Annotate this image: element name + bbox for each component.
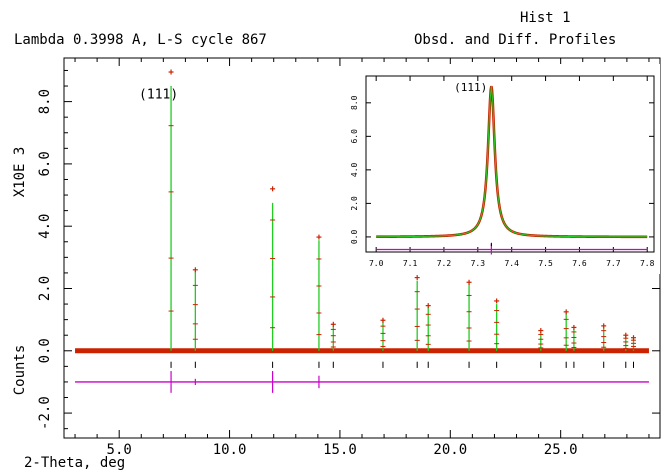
y-tick-label: -2.0 (37, 396, 53, 430)
chart-title-right: Obsd. and Diff. Profiles (414, 32, 616, 48)
inset-x-tick-label: 7.3 (471, 259, 486, 268)
y-counts-label: Counts (12, 345, 28, 396)
inset-x-tick-label: 7.2 (437, 259, 452, 268)
inset-x-tick-label: 7.6 (572, 259, 587, 268)
inset-plot-series: (111) (376, 81, 648, 255)
inset-x-tick-label: 7.1 (403, 259, 418, 268)
inset-calculated-profile (376, 86, 648, 238)
y-tick-label: 8.0 (37, 89, 53, 114)
inset-y-tick-label: 2.0 (350, 196, 359, 211)
y-tick-label: 4.0 (37, 214, 53, 239)
y-tick-label: 6.0 (37, 151, 53, 176)
inset-y-tick-label: 4.0 (350, 162, 359, 177)
peak-annotation: (111) (139, 87, 178, 102)
inset-y-tick-label: 0.0 (350, 230, 359, 245)
inset-x-tick-label: 7.4 (504, 259, 519, 268)
x-tick-label: 10.0 (213, 442, 247, 458)
inset-x-tick-label: 7.0 (369, 259, 384, 268)
y-scale-label: X10E 3 (12, 147, 28, 198)
inset-x-tick-label: 7.5 (538, 259, 553, 268)
hist-label: Hist 1 (520, 10, 571, 26)
y-tick-label: 0.0 (37, 338, 53, 363)
x-tick-label: 5.0 (107, 442, 132, 458)
main-y-axis: -2.0 0.0 2.0 4.0 6.0 8.0 (37, 69, 660, 430)
inset-peak-annotation: (111) (454, 81, 487, 94)
x-tick-label: 15.0 (323, 442, 357, 458)
chart-title-left: Lambda 0.3998 A, L-S cycle 867 (14, 32, 267, 48)
x-axis-label: 2-Theta, deg (24, 455, 125, 471)
inset-plot-frame (365, 75, 655, 253)
y-tick-label: 2.0 (37, 276, 53, 301)
inset-x-tick-label: 7.7 (606, 259, 621, 268)
x-tick-label: 25.0 (544, 442, 578, 458)
inset-x-tick-label: 7.8 (640, 259, 655, 268)
inset-y-tick-label: 8.0 (350, 95, 359, 110)
x-tick-label: 20.0 (433, 442, 467, 458)
inset-y-axis: 0.0 2.0 4.0 6.0 8.0 (350, 95, 654, 244)
main-x-axis: 5.0 10.0 15.0 20.0 25.0 (74, 58, 650, 458)
inset-background (344, 64, 660, 274)
inset-y-tick-label: 6.0 (350, 129, 359, 144)
main-plot-series: (111) (75, 69, 649, 393)
